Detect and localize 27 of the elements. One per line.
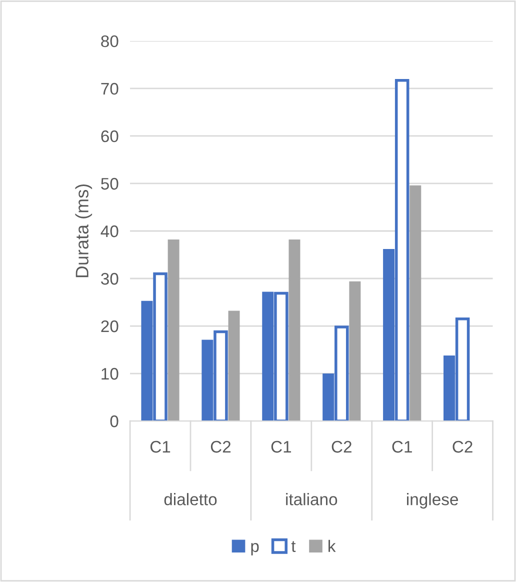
y-axis-title: Durata (ms) xyxy=(75,184,92,278)
y-tick-label: 30 xyxy=(101,272,118,285)
y-tick-label: 80 xyxy=(101,35,118,48)
x-tick-label: C1 xyxy=(271,440,292,453)
bar xyxy=(288,240,300,422)
text: dialetto xyxy=(164,493,217,506)
y-tick-label: 50 xyxy=(101,178,118,190)
text: inglese xyxy=(407,493,458,509)
x-tick-label: C2 xyxy=(210,440,231,453)
bar xyxy=(228,310,240,422)
bar xyxy=(168,240,180,422)
x-tick-label: C2 xyxy=(332,440,352,453)
x-tick-label: C2 xyxy=(452,440,472,453)
y-tick-label: 0 xyxy=(110,415,118,428)
x-tick-label: C1 xyxy=(150,440,170,453)
y-tick-label: 40 xyxy=(100,225,118,238)
y-tick-label: 20 xyxy=(101,320,118,332)
y-tick-label: 10 xyxy=(102,368,118,380)
legend-label: k xyxy=(328,540,336,552)
x-tick-label: C1 xyxy=(392,440,412,453)
legend-label: p xyxy=(251,542,259,556)
y-tick-label: 70 xyxy=(101,82,118,95)
bar xyxy=(349,281,361,422)
text: italiano xyxy=(286,493,338,506)
legend-label: t xyxy=(291,541,296,552)
y-tick-label: 60 xyxy=(101,130,118,142)
bar xyxy=(410,185,422,422)
